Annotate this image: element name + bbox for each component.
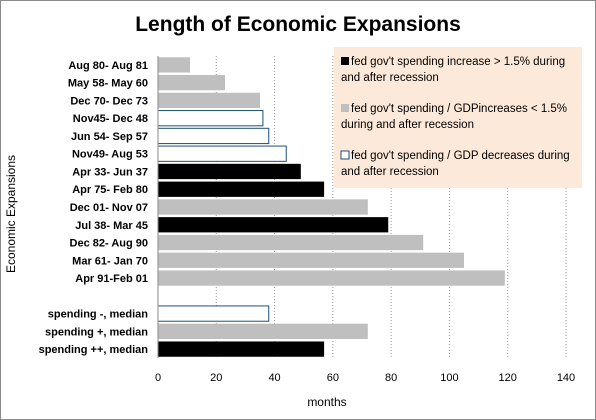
x-tick-label: 20	[210, 372, 222, 384]
bar	[158, 252, 464, 268]
legend-label: and after recession	[341, 72, 439, 84]
bar	[158, 217, 389, 233]
category-label: Apr 75- Feb 80	[72, 184, 148, 196]
legend-swatch	[341, 104, 349, 112]
x-tick-label: 60	[327, 372, 339, 384]
bar	[158, 57, 191, 73]
bar	[157, 305, 270, 322]
x-tick-label: 120	[499, 372, 517, 384]
legend-label: during and after recession	[341, 119, 474, 131]
x-tick-label: 140	[557, 372, 575, 384]
x-tick-label: 0	[155, 372, 161, 384]
legend-swatch	[340, 150, 350, 160]
category-label: spending ++, median	[39, 344, 149, 356]
bar	[158, 181, 325, 197]
category-label: Jun 54- Sep 57	[71, 131, 148, 143]
axis-layer: 0 20 40 60 80 100 120 140 Aug 80- Aug 81 May 58- …	[39, 56, 575, 384]
category-label: Dec 01- Nov 07	[70, 202, 148, 214]
x-tick-label: 100	[440, 372, 458, 384]
category-label: Mar 61- Jan 70	[72, 255, 148, 267]
category-label: Dec 70- Dec 73	[70, 95, 148, 107]
bar	[157, 127, 270, 145]
legend-background	[334, 47, 582, 188]
bar	[158, 270, 505, 286]
x-axis-title: months	[307, 395, 346, 409]
bar	[158, 234, 424, 251]
category-label: Nov49- Aug 53	[72, 149, 148, 161]
y-axis-title: Economic Expansions	[4, 155, 18, 273]
bar	[157, 110, 264, 127]
category-label: Jul 38- Mar 45	[75, 220, 148, 232]
chart-title: Length of Economic Expansions	[135, 13, 461, 36]
category-label: Nov45- Dec 48	[73, 113, 148, 125]
category-label: Aug 80- Aug 81	[68, 60, 148, 72]
bar	[158, 341, 325, 357]
category-label: Dec 82- Aug 90	[70, 238, 148, 250]
category-label: spending +, median	[45, 326, 148, 338]
category-label: spending -, median	[48, 309, 149, 321]
bar	[157, 145, 287, 162]
legend-swatch	[341, 57, 349, 65]
category-label: Apr 33- Jun 37	[72, 166, 148, 178]
bar	[158, 163, 301, 180]
bar	[158, 75, 226, 91]
legend-label: and after recession	[341, 166, 439, 178]
bar-layer	[157, 57, 505, 357]
legend-label: fed gov't spending / GDP decreases durin…	[351, 150, 570, 162]
bar	[158, 92, 260, 109]
x-tick-label: 40	[268, 372, 280, 384]
legend-label: fed gov't spending increase > 1.5% durin…	[351, 56, 565, 68]
legend-label: fed gov't spending / GDPincreases < 1.5%	[351, 103, 567, 115]
x-tick-label: 80	[385, 372, 397, 384]
bar	[158, 199, 368, 215]
bar	[158, 323, 368, 339]
category-label: May 58- May 60	[68, 78, 148, 90]
legend: fed gov't spending increase > 1.5% durin…	[334, 47, 582, 188]
category-label: Apr 91-Feb 01	[75, 273, 148, 285]
